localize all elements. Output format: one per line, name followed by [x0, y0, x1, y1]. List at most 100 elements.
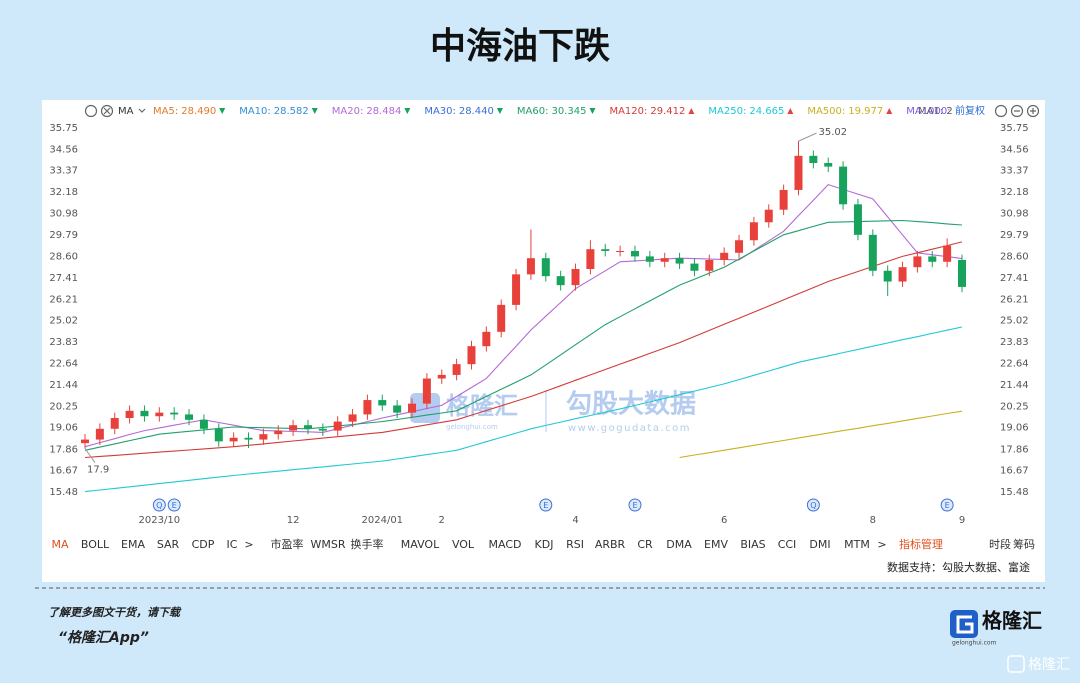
- indicator-tab[interactable]: BOLL: [81, 538, 110, 551]
- candle-body: [467, 346, 476, 365]
- candle-body: [541, 258, 550, 277]
- indicator-tab[interactable]: 市盈率: [271, 537, 304, 551]
- indicator-tab[interactable]: >: [244, 538, 253, 551]
- event-label: E: [632, 501, 637, 510]
- legend-trend: [496, 108, 503, 114]
- indicator-tab[interactable]: CR: [637, 538, 653, 551]
- candle-body: [913, 256, 922, 268]
- candle-body: [303, 425, 312, 429]
- y-tick-label-right: 19.06: [1000, 423, 1029, 434]
- ma-line: [84, 326, 963, 493]
- candle-body: [497, 304, 506, 332]
- candle-body: [601, 249, 610, 252]
- ma-line: [84, 183, 963, 448]
- indicator-tab[interactable]: VOL: [452, 538, 475, 551]
- indicator-tab[interactable]: >: [877, 538, 886, 551]
- candle-body: [214, 428, 223, 442]
- indicator-tab[interactable]: 筹码: [1013, 537, 1035, 551]
- event-icon: [806, 498, 820, 512]
- indicator-tab[interactable]: EMA: [121, 538, 145, 551]
- candle-body: [199, 419, 208, 429]
- legend-name: MA60:: [517, 106, 549, 117]
- y-tick-label: 35.75: [49, 123, 78, 134]
- indicator-tab[interactable]: EMV: [704, 538, 728, 551]
- legend-name: MA250:: [708, 106, 746, 117]
- x-tick-label: 9: [959, 515, 965, 526]
- indicator-tab[interactable]: CCI: [778, 538, 797, 551]
- x-tick-label: 4: [572, 515, 578, 526]
- x-tick-label: 2023/10: [139, 515, 181, 526]
- watermark-data: 勾股大数据: [566, 390, 696, 420]
- legend-name: MA1000:: [906, 106, 950, 117]
- event-icon: [628, 498, 642, 512]
- indicator-selector[interactable]: MA: [118, 106, 134, 117]
- y-tick-label-right: 29.79: [1000, 230, 1029, 241]
- candle-body: [81, 439, 89, 444]
- candle-body: [95, 428, 104, 440]
- indicator-tab[interactable]: RSI: [566, 538, 584, 551]
- logo-text: 格隆汇: [982, 609, 1042, 633]
- y-tick-label: 26.21: [49, 294, 78, 305]
- indicator-tab[interactable]: CDP: [192, 538, 215, 551]
- event-icon: [539, 498, 553, 512]
- watermark: 格隆汇 gelonghui.com 勾股大数据 www.gogudata.com: [410, 390, 696, 434]
- indicator-tab[interactable]: SAR: [157, 538, 180, 551]
- candle-body: [393, 405, 402, 413]
- legend-trend: [219, 108, 226, 114]
- legend-name: MA500:: [807, 106, 845, 117]
- indicator-tab[interactable]: 指标管理: [899, 537, 943, 551]
- indicator-tab[interactable]: DMA: [666, 538, 692, 551]
- candle-body: [348, 414, 357, 422]
- indicator-tab[interactable]: MA: [51, 538, 68, 551]
- candle-body: [556, 276, 565, 286]
- indicator-tab[interactable]: KDJ: [535, 538, 554, 551]
- y-tick-label-right: 15.48: [1000, 487, 1029, 498]
- legend-value: 28.484: [366, 106, 401, 117]
- adjust-mode[interactable]: 前复权: [955, 104, 985, 117]
- indicator-tab[interactable]: MACD: [489, 538, 522, 551]
- legend-value: 19.977: [848, 106, 883, 117]
- high-pointer: [798, 132, 817, 142]
- y-tick-label: 21.44: [49, 380, 78, 391]
- candle-body: [616, 251, 625, 253]
- indicator-tab[interactable]: 时段: [989, 537, 1011, 551]
- indicator-tab[interactable]: BIAS: [740, 538, 765, 551]
- candle-body: [690, 263, 699, 271]
- logo-url: gelonghui.com: [952, 640, 997, 647]
- logo-glyph: [956, 615, 974, 634]
- indicator-tab[interactable]: 换手率: [351, 537, 384, 551]
- candle-body: [452, 364, 461, 375]
- candle-body: [140, 410, 149, 417]
- candle-body: [482, 331, 491, 347]
- candle-body: [586, 249, 595, 269]
- candle-body: [735, 240, 744, 253]
- candle-body: [259, 434, 268, 440]
- candle-body: [526, 258, 535, 275]
- indicator-tab[interactable]: WMSR: [311, 538, 346, 551]
- legend-trend: [404, 108, 411, 114]
- candle-body: [630, 251, 639, 257]
- indicator-tab[interactable]: IC: [227, 538, 238, 551]
- event-icon: [152, 498, 166, 512]
- y-tick-label-right: 21.44: [1000, 380, 1029, 391]
- y-tick-label-right: 26.21: [1000, 294, 1029, 305]
- y-tick-label: 17.86: [49, 444, 78, 455]
- y-tick-label-right: 35.75: [1000, 123, 1029, 134]
- ma-line: [679, 410, 963, 459]
- event-label: E: [543, 501, 548, 510]
- candle-body: [512, 274, 521, 305]
- corner-mark: [1007, 655, 1025, 673]
- event-label: Q: [156, 501, 162, 510]
- y-tick-label: 34.56: [49, 144, 78, 155]
- indicator-tab[interactable]: ARBR: [595, 538, 626, 551]
- legend-trend: [787, 108, 794, 114]
- candle-body: [839, 166, 848, 205]
- indicator-tab[interactable]: MAVOL: [401, 538, 440, 551]
- toolbar-icons: [84, 104, 1040, 118]
- indicator-tab[interactable]: DMI: [809, 538, 830, 551]
- indicator-tab[interactable]: MTM: [844, 538, 870, 551]
- legend-value: 28.490: [181, 106, 216, 117]
- candle-body: [749, 222, 758, 241]
- corner-text: 格隆汇: [1028, 657, 1070, 673]
- legend-value: 30.345: [551, 106, 586, 117]
